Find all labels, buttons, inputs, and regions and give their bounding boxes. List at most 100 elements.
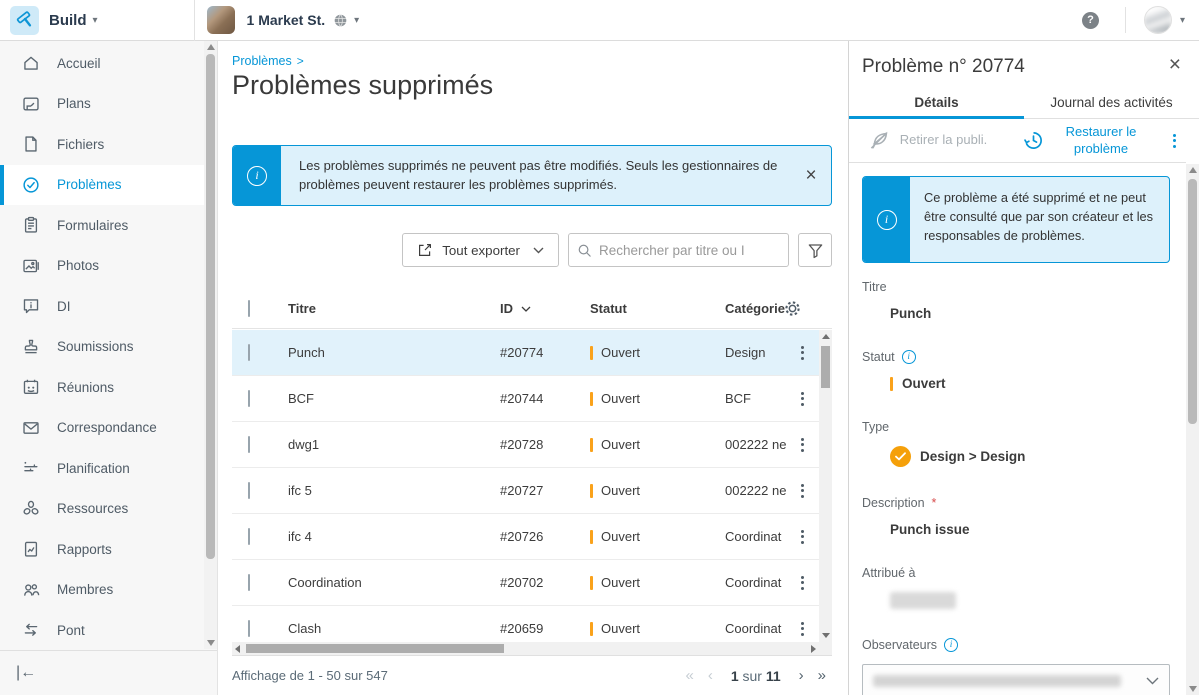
prev-page-icon[interactable]: ‹ <box>707 667 713 684</box>
search-input[interactable] <box>599 242 780 258</box>
next-page-icon[interactable]: › <box>798 667 804 684</box>
breadcrumb[interactable]: Problèmes > <box>232 54 304 68</box>
watchers-select[interactable] <box>862 664 1170 695</box>
sidebar-scrollbar[interactable] <box>204 41 217 649</box>
tab-details[interactable]: Détails <box>849 91 1024 119</box>
table-row[interactable]: Coordination #20702 Ouvert Coordinat <box>232 560 819 606</box>
sidebar-item-plans[interactable]: Plans <box>0 84 204 125</box>
sidebar-item-rapports[interactable]: Rapports <box>0 529 204 570</box>
issue-id: #20727 <box>500 483 544 498</box>
select-all-checkbox[interactable] <box>248 300 250 317</box>
sidebar-scroll-thumb[interactable] <box>206 54 215 559</box>
row-kebab-menu-icon[interactable] <box>788 572 816 594</box>
sidebar-item-formulaires[interactable]: Formulaires <box>0 205 204 246</box>
restore-issue-button[interactable]: Restaurer le problème <box>1006 124 1163 157</box>
issue-title[interactable]: dwg1 <box>288 437 320 452</box>
table-row[interactable]: Clash #20659 Ouvert Coordinat <box>232 606 819 642</box>
table-row[interactable]: ifc 4 #20726 Ouvert Coordinat <box>232 514 819 560</box>
sidebar-item-pont[interactable]: Pont <box>0 610 204 651</box>
table-vertical-scrollbar[interactable] <box>819 330 832 642</box>
issue-title[interactable]: Coordination <box>288 575 362 590</box>
column-settings-gear-icon[interactable] <box>783 299 802 318</box>
avatar[interactable] <box>1143 6 1172 34</box>
issue-title[interactable]: Clash <box>288 621 322 636</box>
table-row[interactable]: dwg1 #20728 Ouvert 002222 ne <box>232 422 819 468</box>
row-kebab-menu-icon[interactable] <box>788 618 816 640</box>
scroll-down-icon[interactable] <box>822 633 830 638</box>
scroll-up-icon[interactable] <box>1189 167 1197 173</box>
issue-category: 002222 ne <box>725 437 787 452</box>
column-header-categorie[interactable]: Catégorie <box>725 301 785 316</box>
row-checkbox[interactable] <box>248 528 250 545</box>
info-icon[interactable]: i <box>901 349 916 364</box>
issue-title[interactable]: Punch <box>288 345 325 360</box>
column-header-id[interactable]: ID <box>500 301 590 316</box>
unpublish-button[interactable]: Retirer la publi. <box>849 130 1006 152</box>
sidebar-item-di[interactable]: DI <box>0 286 204 327</box>
row-checkbox[interactable] <box>248 344 250 361</box>
row-checkbox[interactable] <box>248 436 250 453</box>
scroll-right-icon[interactable] <box>811 645 816 653</box>
table-row[interactable]: ifc 5 #20727 Ouvert 002222 ne <box>232 468 819 514</box>
product-caret-icon[interactable]: ▾ <box>92 14 98 26</box>
column-header-statut[interactable]: Statut <box>590 301 627 316</box>
row-checkbox[interactable] <box>248 574 250 591</box>
schedule-icon <box>21 459 40 478</box>
collapse-sidebar-icon[interactable]: |← <box>16 664 37 681</box>
sidebar-item-planification[interactable]: Planification <box>0 448 204 489</box>
row-checkbox[interactable] <box>248 390 250 407</box>
issue-title[interactable]: ifc 4 <box>288 529 312 544</box>
project-caret-icon[interactable]: ▾ <box>354 14 360 26</box>
issue-title[interactable]: BCF <box>288 391 314 406</box>
table-row[interactable]: BCF #20744 Ouvert BCF <box>232 376 819 422</box>
account-caret-icon[interactable]: ▾ <box>1179 14 1185 26</box>
export-all-button[interactable]: Tout exporter <box>402 233 559 267</box>
project-thumbnail[interactable] <box>206 6 235 34</box>
product-name[interactable]: Build <box>49 11 87 29</box>
sidebar-item-fichiers[interactable]: Fichiers <box>0 124 204 165</box>
row-kebab-menu-icon[interactable] <box>788 342 816 364</box>
scroll-down-icon[interactable] <box>207 640 215 646</box>
sidebar-item-ressources[interactable]: Ressources <box>0 489 204 530</box>
build-logo[interactable] <box>10 5 39 35</box>
table-vscroll-thumb[interactable] <box>821 346 830 388</box>
scroll-up-icon[interactable] <box>822 334 830 339</box>
row-kebab-menu-icon[interactable] <box>788 480 816 502</box>
banner-close-icon[interactable]: × <box>805 164 817 186</box>
scroll-left-icon[interactable] <box>235 645 240 653</box>
row-kebab-menu-icon[interactable] <box>788 388 816 410</box>
sidebar-item-reunions[interactable]: Réunions <box>0 367 204 408</box>
sidebar-item-membres[interactable]: Membres <box>0 570 204 611</box>
sidebar-item-soumissions[interactable]: Soumissions <box>0 327 204 368</box>
last-page-icon[interactable]: » <box>817 667 826 684</box>
panel-kebab-menu-icon[interactable] <box>1163 128 1186 154</box>
sidebar-item-photos[interactable]: Photos <box>0 246 204 287</box>
panel-scroll-thumb[interactable] <box>1188 179 1197 424</box>
table-hscroll-thumb[interactable] <box>246 644 504 653</box>
tab-activity-log[interactable]: Journal des activités <box>1050 95 1173 110</box>
filter-button[interactable] <box>798 233 832 267</box>
table-horizontal-scrollbar[interactable] <box>232 642 819 655</box>
row-kebab-menu-icon[interactable] <box>788 434 816 456</box>
project-name[interactable]: 1 Market St. <box>246 12 326 28</box>
panel-close-icon[interactable]: × <box>1168 53 1181 76</box>
meetings-calendar-icon <box>21 378 40 397</box>
sidebar-item-problemes[interactable]: Problèmes <box>0 164 204 205</box>
row-kebab-menu-icon[interactable] <box>788 526 816 548</box>
table-row[interactable]: Punch #20774 Ouvert Design <box>232 330 819 376</box>
row-checkbox[interactable] <box>248 620 250 637</box>
scroll-up-icon[interactable] <box>207 44 215 50</box>
panel-scrollbar[interactable] <box>1186 164 1199 695</box>
sidebar-item-correspondance[interactable]: Correspondance <box>0 408 204 449</box>
field-value: Design > Design <box>862 446 1170 467</box>
info-icon[interactable]: i <box>944 637 959 652</box>
column-header-titre[interactable]: Titre <box>288 301 316 316</box>
issue-title[interactable]: ifc 5 <box>288 483 312 498</box>
row-checkbox[interactable] <box>248 482 250 499</box>
sidebar-item-accueil[interactable]: Accueil <box>0 43 204 84</box>
sort-desc-icon[interactable] <box>521 306 531 312</box>
bridge-arrows-icon <box>21 621 40 640</box>
scroll-down-icon[interactable] <box>1189 686 1197 692</box>
first-page-icon[interactable]: « <box>685 667 694 684</box>
help-icon[interactable]: ? <box>1081 11 1099 29</box>
